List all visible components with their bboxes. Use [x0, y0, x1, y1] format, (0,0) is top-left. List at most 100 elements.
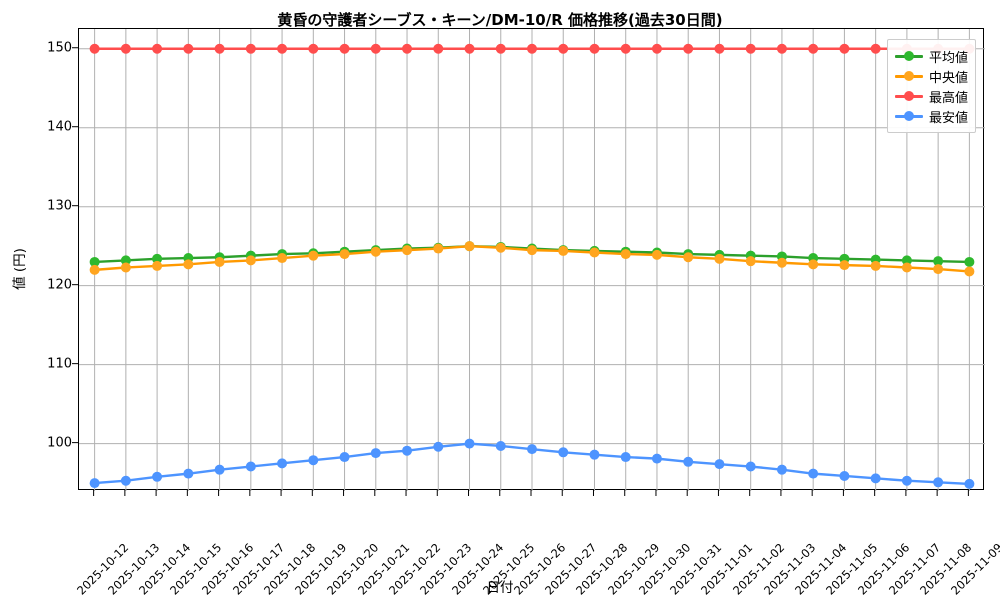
series-point — [745, 43, 756, 54]
legend-label: 中央値 — [929, 70, 969, 86]
series-point — [901, 262, 912, 273]
series-point — [152, 260, 163, 271]
legend-item[interactable]: 平均値 — [895, 46, 968, 66]
series-point — [745, 461, 756, 472]
series-point — [464, 438, 475, 449]
series-point — [683, 252, 694, 263]
chart-legend[interactable]: 平均値中央値 最高値 最安値 — [887, 39, 977, 133]
series-point — [683, 456, 694, 467]
legend-item[interactable]: 最高値 — [895, 86, 968, 106]
series-point — [214, 43, 225, 54]
series-point — [339, 249, 350, 260]
series-point — [808, 259, 819, 270]
series-point — [402, 245, 413, 256]
chart-title: 黄昏の守護者シーブス・キーン/DM-10/R 価格推移(過去30日間) — [277, 11, 723, 29]
series-point — [589, 247, 600, 258]
series-point — [901, 475, 912, 486]
legend-item[interactable]: 中央値 — [895, 66, 968, 86]
series-point — [245, 255, 256, 266]
series-point — [651, 249, 662, 260]
legend-marker-icon — [895, 109, 923, 123]
legend-marker-icon — [895, 49, 923, 63]
series-point — [776, 464, 787, 475]
series-point — [152, 253, 163, 264]
series-point — [339, 43, 350, 54]
series-point — [558, 43, 569, 54]
series-point — [214, 464, 225, 475]
series-point — [870, 260, 881, 271]
series-point — [152, 471, 163, 482]
series-point — [495, 43, 506, 54]
series-point — [620, 43, 631, 54]
series-point — [714, 43, 725, 54]
series-point — [495, 242, 506, 253]
series-point — [370, 43, 381, 54]
series-point — [433, 43, 444, 54]
series-point — [277, 43, 288, 54]
series-point — [277, 458, 288, 469]
series-point — [808, 468, 819, 479]
series-point — [308, 43, 319, 54]
series-point — [589, 43, 600, 54]
series-point — [651, 43, 662, 54]
series-point — [776, 43, 787, 54]
series-point — [964, 256, 975, 267]
series-point — [964, 266, 975, 277]
series-point — [89, 43, 100, 54]
series-point — [558, 245, 569, 256]
y-tick-label: 110 — [47, 356, 72, 372]
series-point — [308, 455, 319, 466]
y-tick-label: 100 — [47, 435, 72, 451]
legend-dot-icon — [904, 71, 914, 81]
legend-label: 平均値 — [929, 50, 969, 66]
series-point — [183, 259, 194, 270]
series-point — [683, 43, 694, 54]
series-point — [558, 447, 569, 458]
series-point — [933, 264, 944, 275]
series-point — [527, 444, 537, 455]
series-point — [776, 257, 787, 268]
legend-dot-icon — [904, 91, 914, 101]
series-point — [620, 249, 631, 260]
series-point — [89, 256, 100, 267]
y-tick-label: 120 — [47, 277, 72, 293]
series-point — [964, 478, 975, 489]
plot-svg — [79, 29, 985, 491]
legend-dot-icon — [904, 111, 914, 121]
series-point — [527, 43, 537, 54]
series-point — [370, 448, 381, 459]
series-point — [464, 43, 475, 54]
series-point — [901, 255, 912, 266]
series-point — [402, 445, 413, 456]
y-tick-label: 150 — [47, 40, 72, 56]
series-point — [589, 449, 600, 460]
series-point — [152, 43, 163, 54]
series-point — [433, 243, 444, 254]
series-point — [433, 441, 444, 452]
series-point — [839, 470, 850, 481]
series-point — [308, 250, 319, 261]
x-axis-ticks: 2025-10-12 2025-10-13 2025-10-14 2025-10-15… — [74, 490, 1000, 597]
series-point — [402, 43, 413, 54]
series-point — [120, 43, 131, 54]
series-point — [933, 256, 944, 267]
series-point — [183, 468, 194, 479]
legend-marker-icon — [895, 89, 923, 103]
series-point — [339, 452, 350, 463]
legend-item[interactable]: 最安値 — [895, 106, 968, 126]
series-point — [808, 43, 819, 54]
y-tick-label: 130 — [47, 198, 72, 214]
series-point — [183, 43, 194, 54]
series-point — [120, 475, 131, 486]
series-point — [933, 477, 944, 488]
series-point — [495, 440, 506, 451]
plot-area — [78, 28, 985, 491]
series-point — [464, 241, 475, 252]
series-point — [651, 453, 662, 464]
series-point — [277, 253, 288, 264]
x-axis-label: 日付 — [486, 580, 514, 596]
series-point — [89, 264, 100, 275]
series-point — [245, 43, 256, 54]
series-point — [714, 253, 725, 264]
